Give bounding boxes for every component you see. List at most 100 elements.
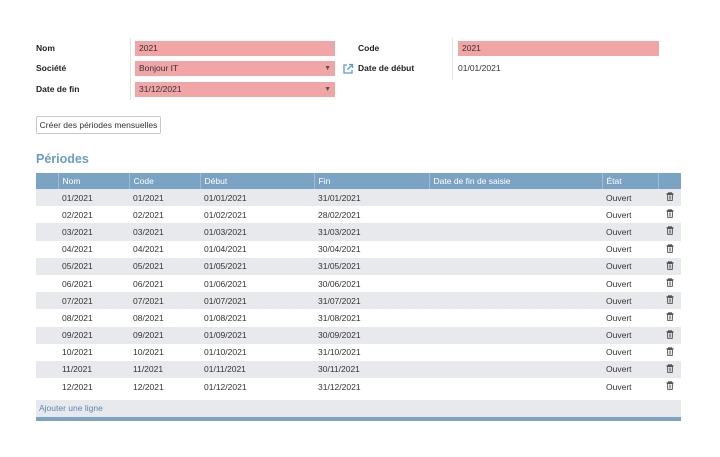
create-monthly-periods-button[interactable]: Créer des périodes mensuelles [36,116,161,134]
table-row[interactable]: 12/2021 12/2021 01/12/2021 31/12/2021 Ouvert [36,378,681,396]
cell-date-fin-saisie[interactable] [429,360,602,379]
date-debut-label: Date de début [358,63,415,73]
cell-nom[interactable]: 03/2021 [58,223,129,241]
cell-fin[interactable]: 31/08/2021 [314,309,429,327]
cell-date-fin-saisie[interactable] [429,309,602,327]
cell-fin[interactable]: 31/07/2021 [314,292,429,310]
cell-debut[interactable]: 01/07/2021 [200,292,314,310]
cell-date-fin-saisie[interactable] [429,257,602,275]
cell-fin[interactable]: 31/05/2021 [314,257,429,275]
cell-code[interactable]: 05/2021 [129,257,200,275]
cell-fin[interactable]: 30/09/2021 [314,326,429,344]
table-row[interactable]: 04/2021 04/2021 01/04/2021 30/04/2021 Ouvert [36,240,681,258]
cell-nom[interactable]: 10/2021 [58,343,129,361]
cell-fin[interactable]: 31/01/2021 [314,189,429,207]
cell-date-fin-saisie[interactable] [429,206,602,224]
table-row[interactable]: 07/2021 07/2021 01/07/2021 31/07/2021 Ouvert [36,292,681,310]
delete-row-button[interactable] [658,223,681,241]
cell-nom[interactable]: 04/2021 [58,240,129,258]
table-row[interactable]: 11/2021 11/2021 01/11/2021 30/11/2021 Ouvert [36,360,681,379]
cell-date-fin-saisie[interactable] [429,378,602,396]
table-row[interactable]: 01/2021 01/2021 01/01/2021 31/01/2021 Ouvert [36,189,681,207]
cell-debut[interactable]: 01/09/2021 [200,326,314,344]
societe-select[interactable]: Bonjour IT ▼ [135,61,335,76]
cell-fin[interactable]: 30/04/2021 [314,240,429,258]
column-header-nom[interactable]: Nom [58,173,130,189]
column-header-fin[interactable]: Fin [314,173,430,189]
cell-debut[interactable]: 01/12/2021 [200,378,314,396]
cell-date-fin-saisie[interactable] [429,343,602,361]
table-row[interactable]: 10/2021 10/2021 01/10/2021 31/10/2021 Ouvert [36,343,681,361]
cell-debut[interactable]: 01/02/2021 [200,206,314,224]
table-row[interactable]: 02/2021 02/2021 01/02/2021 28/02/2021 Ouvert [36,206,681,224]
delete-row-button[interactable] [658,274,681,293]
cell-date-fin-saisie[interactable] [429,274,602,293]
delete-row-button[interactable] [658,326,681,344]
cell-fin[interactable]: 30/11/2021 [314,360,429,379]
cell-code[interactable]: 12/2021 [129,378,200,396]
cell-nom[interactable]: 09/2021 [58,326,129,344]
cell-fin[interactable]: 31/10/2021 [314,343,429,361]
column-header-debut[interactable]: Début [200,173,315,189]
cell-date-fin-saisie[interactable] [429,326,602,344]
cell-nom[interactable]: 06/2021 [58,274,129,293]
cell-debut[interactable]: 01/04/2021 [200,240,314,258]
cell-debut[interactable]: 01/05/2021 [200,257,314,275]
column-header-code[interactable]: Code [129,173,201,189]
delete-row-button[interactable] [658,378,681,396]
table-row[interactable]: 06/2021 06/2021 01/06/2021 30/06/2021 Ouvert [36,274,681,293]
cell-date-fin-saisie[interactable] [429,223,602,241]
delete-row-button[interactable] [658,360,681,379]
cell-code[interactable]: 08/2021 [129,309,200,327]
cell-date-fin-saisie[interactable] [429,240,602,258]
external-link-icon[interactable] [342,63,354,75]
delete-row-button[interactable] [658,292,681,310]
delete-row-button[interactable] [658,240,681,258]
code-field[interactable]: 2021 [458,41,659,56]
cell-fin[interactable]: 31/03/2021 [314,223,429,241]
cell-debut[interactable]: 01/01/2021 [200,189,314,207]
cell-etat: Ouvert [602,274,658,293]
cell-date-fin-saisie[interactable] [429,292,602,310]
delete-row-button[interactable] [658,309,681,327]
cell-code[interactable]: 02/2021 [129,206,200,224]
cell-nom[interactable]: 02/2021 [58,206,129,224]
cell-nom[interactable]: 11/2021 [58,360,129,379]
cell-debut[interactable]: 01/10/2021 [200,343,314,361]
cell-code[interactable]: 09/2021 [129,326,200,344]
cell-fin[interactable]: 28/02/2021 [314,206,429,224]
cell-debut[interactable]: 01/06/2021 [200,274,314,293]
cell-code[interactable]: 06/2021 [129,274,200,293]
date-fin-select[interactable]: 31/12/2021 ▼ [135,82,335,97]
cell-debut[interactable]: 01/08/2021 [200,309,314,327]
cell-nom[interactable]: 05/2021 [58,257,129,275]
cell-nom[interactable]: 01/2021 [58,189,129,207]
cell-nom[interactable]: 12/2021 [58,378,129,396]
cell-debut[interactable]: 01/11/2021 [200,360,314,379]
delete-row-button[interactable] [658,206,681,224]
cell-code[interactable]: 03/2021 [129,223,200,241]
cell-fin[interactable]: 31/12/2021 [314,378,429,396]
nom-field[interactable]: 2021 [135,41,335,56]
cell-nom[interactable]: 07/2021 [58,292,129,310]
column-header-etat[interactable]: État [602,173,659,189]
delete-row-button[interactable] [658,257,681,275]
cell-date-fin-saisie[interactable] [429,189,602,207]
cell-code[interactable]: 04/2021 [129,240,200,258]
cell-code[interactable]: 10/2021 [129,343,200,361]
delete-row-button[interactable] [658,189,681,207]
add-line-link[interactable]: Ajouter une ligne [39,403,103,413]
table-row[interactable]: 08/2021 08/2021 01/08/2021 31/08/2021 Ouvert [36,309,681,327]
column-header-date-fin-saisie[interactable]: Date de fin de saisie [429,173,603,189]
table-row[interactable]: 09/2021 09/2021 01/09/2021 30/09/2021 Ouvert [36,326,681,344]
cell-fin[interactable]: 30/06/2021 [314,274,429,293]
cell-code[interactable]: 07/2021 [129,292,200,310]
table-row[interactable]: 05/2021 05/2021 01/05/2021 31/05/2021 Ouvert [36,257,681,275]
code-label: Code [358,43,380,53]
cell-code[interactable]: 01/2021 [129,189,200,207]
delete-row-button[interactable] [658,343,681,361]
cell-debut[interactable]: 01/03/2021 [200,223,314,241]
cell-nom[interactable]: 08/2021 [58,309,129,327]
table-row[interactable]: 03/2021 03/2021 01/03/2021 31/03/2021 Ouvert [36,223,681,241]
cell-code[interactable]: 11/2021 [129,360,200,379]
